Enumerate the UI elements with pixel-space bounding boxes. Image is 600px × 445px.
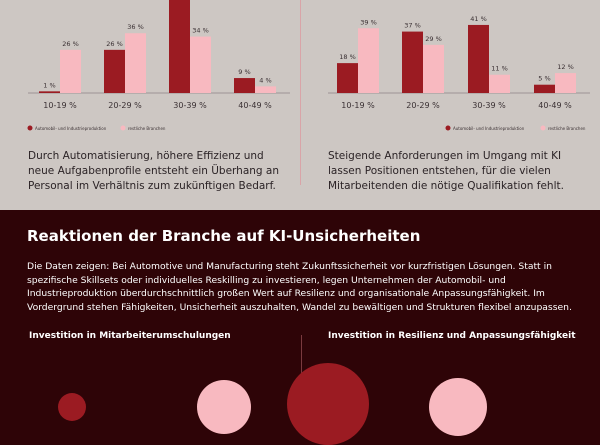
right-subtitle: Investition in Resilienz und Anpassungsf… bbox=[328, 331, 576, 341]
data-label: 41 % bbox=[470, 15, 487, 23]
data-label: 12 % bbox=[557, 63, 574, 71]
bar bbox=[337, 63, 358, 93]
bar bbox=[402, 31, 423, 93]
bar bbox=[39, 91, 60, 93]
tick-label: 20-29 % bbox=[406, 101, 440, 110]
circle-right-automobil bbox=[287, 363, 369, 445]
bar bbox=[555, 73, 576, 93]
tick-label: 20-29 % bbox=[108, 101, 142, 110]
bar bbox=[358, 28, 379, 93]
right-description: Steigende Anforderungen im Umgang mit KI… bbox=[328, 150, 564, 192]
data-label: 29 % bbox=[425, 35, 442, 43]
data-label: 1 % bbox=[43, 81, 55, 89]
bar bbox=[423, 44, 444, 93]
bar bbox=[125, 33, 146, 93]
bar bbox=[534, 84, 555, 93]
data-label: 4 % bbox=[259, 76, 271, 84]
section-title: Reaktionen der Branche auf KI-Unsicherhe… bbox=[27, 227, 421, 245]
data-label: 26 % bbox=[106, 40, 123, 48]
data-label: 36 % bbox=[127, 23, 144, 31]
bar bbox=[60, 49, 81, 93]
data-label: 39 % bbox=[360, 18, 377, 26]
tick-label: 10-19 % bbox=[341, 101, 375, 110]
left-subtitle: Investition in Mitarbeiterumschulungen bbox=[29, 331, 231, 341]
legend-label: Automobil- und Industrieproduktion bbox=[453, 126, 525, 131]
data-label: 9 % bbox=[238, 68, 250, 76]
legend-label: restliche Branchen bbox=[128, 126, 166, 131]
data-label: 34 % bbox=[192, 27, 209, 35]
legend-marker bbox=[445, 125, 451, 131]
legend-marker bbox=[540, 125, 546, 131]
bar bbox=[169, 0, 190, 93]
data-label: 37 % bbox=[404, 22, 421, 30]
data-label: 5 % bbox=[538, 75, 550, 83]
bar-chart-left: 10-19 % 1 % 26 % 20-29 % 26 % 36 % 30-39 % 34 %… bbox=[27, 0, 290, 131]
section-paragraph: Die Daten zeigen: Bei Automotive und Man… bbox=[27, 261, 572, 313]
bottom-divider bbox=[301, 335, 302, 400]
legend-label: Automobil- und Industrieproduktion bbox=[35, 126, 107, 131]
circle-left-automobil bbox=[58, 393, 86, 421]
legend-label: restliche Branchen bbox=[548, 126, 586, 131]
legend-marker bbox=[120, 125, 126, 131]
bar bbox=[468, 24, 489, 93]
tick-label: 40-49 % bbox=[538, 101, 572, 110]
bar bbox=[234, 78, 255, 93]
bar bbox=[255, 86, 276, 93]
tick-label: 10-19 % bbox=[43, 101, 77, 110]
data-label: 26 % bbox=[62, 40, 79, 48]
data-label: 18 % bbox=[339, 53, 356, 61]
left-description: Durch Automatisierung, höhere Effizienz … bbox=[28, 150, 280, 192]
tick-label: 30-39 % bbox=[173, 101, 207, 110]
data-label: 11 % bbox=[491, 65, 508, 73]
circle-left-restliche bbox=[197, 380, 251, 434]
bar bbox=[489, 74, 510, 93]
circle-right-restliche bbox=[429, 378, 487, 436]
tick-label: 40-49 % bbox=[238, 101, 272, 110]
bar bbox=[190, 36, 211, 93]
bar-chart-right: 10-19 % 18 % 39 % 20-29 % 37 % 29 % 30-39 % 41 … bbox=[328, 15, 590, 131]
divider bbox=[300, 0, 301, 185]
tick-label: 30-39 % bbox=[472, 101, 506, 110]
legend-marker bbox=[27, 125, 33, 131]
bar bbox=[104, 49, 125, 93]
